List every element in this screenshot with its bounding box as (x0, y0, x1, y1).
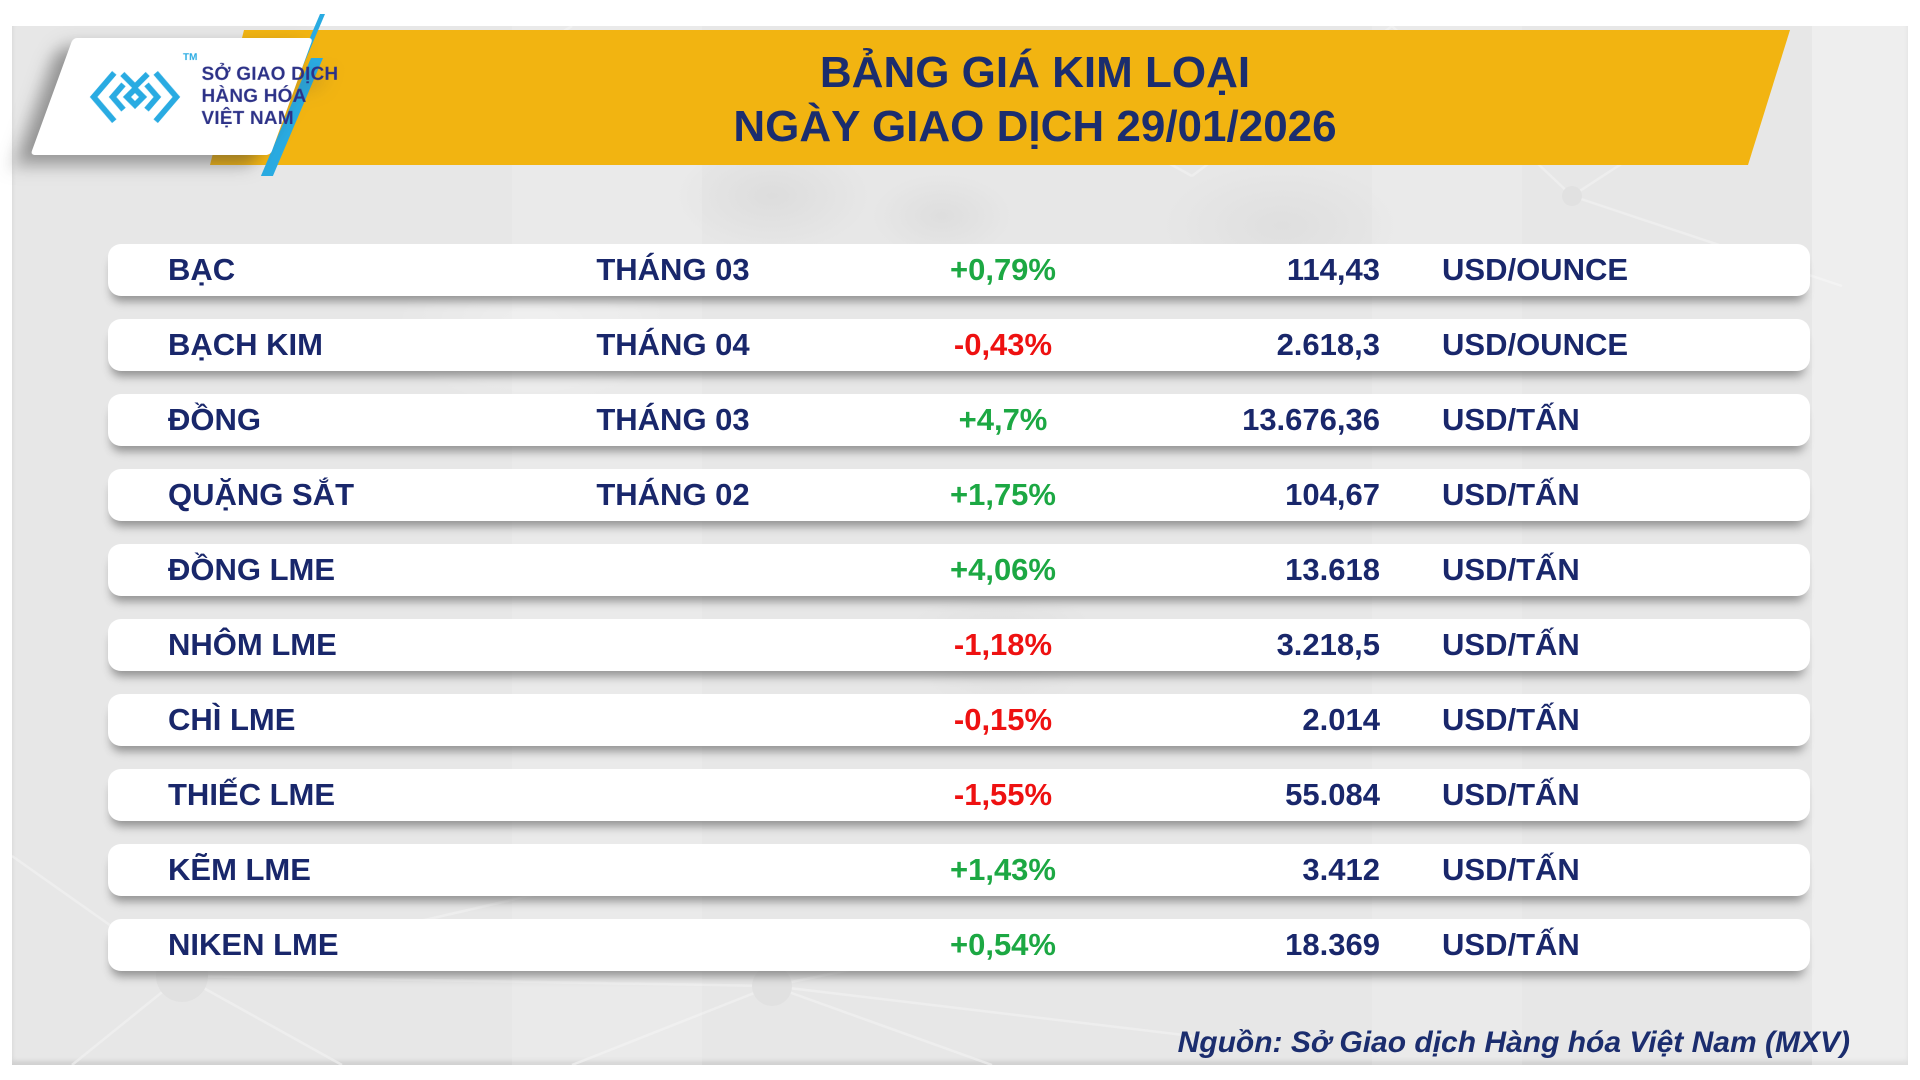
price-value: 2.014 (1302, 702, 1380, 737)
percent-change: +0,54% (949, 927, 1056, 962)
price-unit: USD/TẤN (1442, 627, 1580, 662)
percent-change: +4,06% (949, 552, 1056, 587)
page-title-line1: BẢNG GIÁ KIM LOẠI (819, 48, 1251, 97)
percent-change: -0,15% (953, 702, 1053, 737)
percent-change: +4,7% (958, 402, 1048, 437)
price-unit: USD/TẤN (1442, 552, 1580, 587)
commodity-name: BẠCH KIM (168, 327, 323, 362)
mxv-logo: TM SỞ GIAO DỊCH HÀNG HÓA VIỆT NAM (73, 38, 338, 155)
price-unit: USD/TẤN (1442, 927, 1580, 962)
price-value: 2.618,3 (1276, 327, 1380, 362)
trademark-symbol: TM (183, 52, 198, 63)
price-unit: USD/TẤN (1442, 402, 1580, 437)
price-unit: USD/TẤN (1442, 477, 1580, 512)
price-value: 13.676,36 (1242, 402, 1380, 437)
source-attribution: Nguồn: Sở Giao dịch Hàng hóa Việt Nam (M… (1177, 1026, 1850, 1059)
contract-month: THÁNG 03 (596, 402, 750, 437)
commodity-name: THIẾC LME (168, 777, 336, 812)
contract-month: THÁNG 04 (596, 327, 750, 362)
table-row: NIKEN LME +0,54% 18.369 USD/TẤN (108, 919, 1810, 971)
table-row: QUẶNG SẮT THÁNG 02 +1,75% 104,67 USD/TẤN (108, 469, 1810, 521)
commodity-name: ĐỒNG LME (168, 552, 336, 587)
percent-change: +1,43% (949, 852, 1056, 887)
commodity-name: ĐỒNG (168, 402, 261, 437)
contract-month: THÁNG 02 (596, 477, 750, 512)
mxv-logo-text-line2: HÀNG HÓA (201, 85, 307, 107)
background-light-strip (1812, 26, 1908, 1065)
mxv-logo-plate: TM SỞ GIAO DỊCH HÀNG HÓA VIỆT NAM (30, 38, 338, 155)
table-row: NHÔM LME -1,18% 3.218,5 USD/TẤN (108, 619, 1810, 671)
price-value: 3.412 (1302, 852, 1380, 887)
price-value: 3.218,5 (1276, 627, 1380, 662)
mxv-logo-text-line3: VIỆT NAM (201, 107, 294, 129)
price-unit: USD/TẤN (1442, 702, 1580, 737)
mxv-logo-text-line1: SỞ GIAO DỊCH (201, 63, 339, 85)
page-title: BẢNG GIÁ KIM LOẠI NGÀY GIAO DỊCH 29/01/2… (733, 46, 1336, 154)
price-value: 114,43 (1286, 252, 1380, 287)
commodity-name: BẠC (168, 252, 236, 287)
contract-month: THÁNG 03 (596, 252, 750, 287)
mxv-logo-icon (89, 70, 181, 123)
table-row: BẠC THÁNG 03 +0,79% 114,43 USD/OUNCE (108, 244, 1810, 296)
price-table: BẠC THÁNG 03 +0,79% 114,43 USD/OUNCE BẠC… (108, 244, 1810, 994)
price-unit: USD/TẤN (1442, 777, 1580, 812)
table-row: ĐỒNG LME +4,06% 13.618 USD/TẤN (108, 544, 1810, 596)
commodity-name: KẼM LME (168, 852, 311, 887)
commodity-name: NHÔM LME (168, 627, 337, 662)
page-title-line2: NGÀY GIAO DỊCH 29/01/2026 (733, 102, 1337, 151)
percent-change: -0,43% (953, 327, 1053, 362)
percent-change: -1,55% (953, 777, 1053, 812)
price-value: 55.084 (1285, 777, 1380, 812)
price-unit: USD/TẤN (1442, 852, 1580, 887)
table-row: KẼM LME +1,43% 3.412 USD/TẤN (108, 844, 1810, 896)
price-unit: USD/OUNCE (1442, 252, 1629, 287)
commodity-name: NIKEN LME (168, 927, 339, 962)
table-row: ĐỒNG THÁNG 03 +4,7% 13.676,36 USD/TẤN (108, 394, 1810, 446)
table-row: CHÌ LME -0,15% 2.014 USD/TẤN (108, 694, 1810, 746)
commodity-name: CHÌ LME (168, 702, 296, 737)
price-value: 104,67 (1285, 477, 1380, 512)
table-row: THIẾC LME -1,55% 55.084 USD/TẤN (108, 769, 1810, 821)
commodity-name: QUẶNG SẮT (168, 477, 354, 512)
price-unit: USD/OUNCE (1442, 327, 1629, 362)
percent-change: -1,18% (953, 627, 1053, 662)
price-value: 18.369 (1285, 927, 1380, 962)
price-value: 13.618 (1285, 552, 1380, 587)
percent-change: +1,75% (949, 477, 1056, 512)
table-row: BẠCH KIM THÁNG 04 -0,43% 2.618,3 USD/OUN… (108, 319, 1810, 371)
title-banner (210, 30, 1790, 165)
mxv-logo-text: SỞ GIAO DỊCH HÀNG HÓA VIỆT NAM (201, 64, 338, 130)
percent-change: +0,79% (949, 252, 1056, 287)
